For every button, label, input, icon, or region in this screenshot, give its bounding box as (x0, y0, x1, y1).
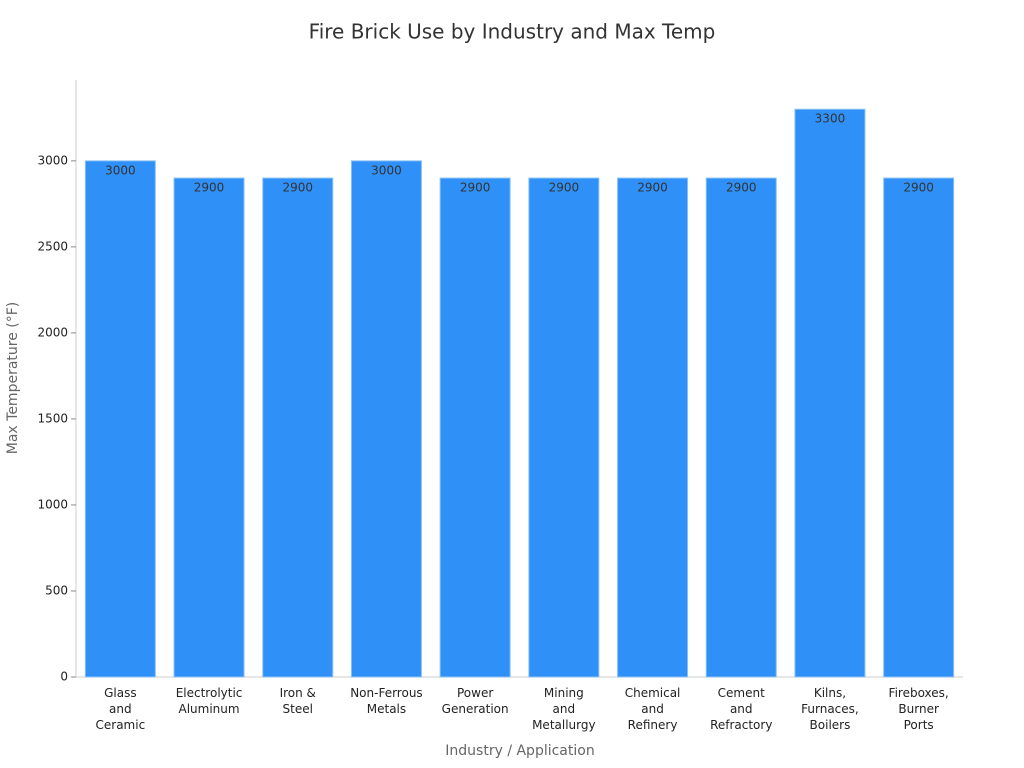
bar (794, 108, 866, 678)
x-tick-label: Mining and Metallurgy (532, 686, 596, 732)
bar (617, 177, 689, 678)
x-tick-label: Glass and Ceramic (96, 686, 146, 732)
value-label: 2900 (282, 181, 313, 195)
value-label: 3300 (815, 112, 846, 126)
y-tick-label: 1500 (37, 411, 68, 425)
bar (173, 177, 245, 678)
bar (262, 177, 334, 678)
bar (705, 177, 777, 678)
value-label: 3000 (371, 163, 402, 177)
bar (528, 177, 600, 678)
x-axis-title: Industry / Application (445, 743, 594, 759)
value-label: 2900 (460, 181, 491, 195)
y-tick-label: 3000 (37, 153, 68, 167)
x-tick-label: Kilns, Furnaces, Boilers (801, 686, 859, 732)
y-tick-label: 1000 (37, 497, 68, 511)
value-label: 2900 (903, 181, 934, 195)
value-label: 2900 (726, 181, 757, 195)
value-label: 3000 (105, 163, 136, 177)
x-tick-label: Non-Ferrous Metals (350, 686, 422, 716)
bar (883, 177, 955, 678)
x-tick-label: Iron & Steel (280, 686, 316, 716)
bar (439, 177, 511, 678)
value-label: 2900 (637, 181, 668, 195)
x-tick-label: Cement and Refractory (710, 686, 772, 732)
x-tick-label: Electrolytic Aluminum (176, 686, 243, 716)
x-tick-label: Power Generation (442, 686, 509, 716)
x-tick-label: Fireboxes, Burner Ports (889, 686, 949, 732)
x-tick-label: Chemical and Refinery (625, 686, 681, 732)
value-label: 2900 (549, 181, 580, 195)
y-tick-label: 0 (60, 670, 68, 684)
y-tick-label: 2000 (37, 325, 68, 339)
chart-title: Fire Brick Use by Industry and Max Temp (309, 20, 716, 44)
value-label: 2900 (194, 181, 225, 195)
y-tick-label: 500 (45, 583, 68, 597)
y-axis-title: Max Temperature (°F) (5, 302, 21, 455)
y-tick-label: 2500 (37, 239, 68, 253)
bar (84, 160, 156, 678)
bar (350, 160, 422, 678)
